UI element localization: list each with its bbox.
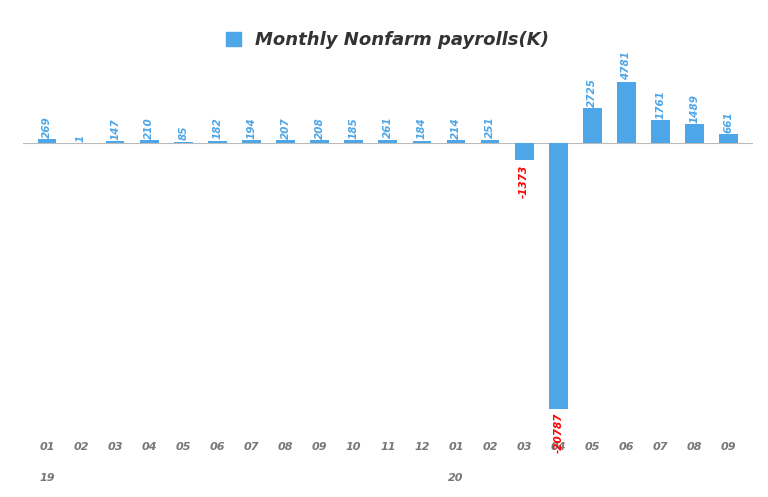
Text: 4781: 4781 <box>621 51 631 81</box>
Bar <box>549 143 568 409</box>
Text: 269: 269 <box>42 116 52 138</box>
Text: 19: 19 <box>39 474 55 484</box>
Text: 185: 185 <box>349 117 359 139</box>
Bar <box>651 120 670 143</box>
Text: 1489: 1489 <box>690 93 700 123</box>
Text: 20: 20 <box>449 474 464 484</box>
Text: 147: 147 <box>110 118 120 140</box>
Bar <box>208 141 227 143</box>
Text: 1761: 1761 <box>656 90 666 119</box>
Bar <box>481 140 499 143</box>
Bar <box>617 82 636 143</box>
Text: 214: 214 <box>451 117 461 139</box>
Text: 2725: 2725 <box>588 78 598 107</box>
Text: 661: 661 <box>723 111 733 133</box>
Bar <box>242 140 261 143</box>
Text: 194: 194 <box>247 117 257 139</box>
Bar <box>685 124 704 143</box>
Legend: Monthly Nonfarm payrolls(K): Monthly Nonfarm payrolls(K) <box>227 31 549 49</box>
Text: -20787: -20787 <box>553 413 563 453</box>
Bar <box>720 134 738 143</box>
Text: 184: 184 <box>417 117 427 139</box>
Text: 1: 1 <box>76 134 86 142</box>
Text: 85: 85 <box>178 126 188 141</box>
Bar <box>447 140 465 143</box>
Bar <box>344 141 363 143</box>
Bar <box>583 108 602 143</box>
Bar <box>379 140 397 143</box>
Text: 207: 207 <box>280 117 290 139</box>
Text: 261: 261 <box>382 116 393 138</box>
Bar <box>140 140 158 143</box>
Text: 182: 182 <box>213 117 223 139</box>
Bar <box>412 141 432 143</box>
Text: 210: 210 <box>144 117 154 139</box>
Bar <box>38 140 56 143</box>
Text: -1373: -1373 <box>519 165 529 197</box>
Bar <box>174 142 193 143</box>
Bar <box>515 143 534 161</box>
Bar <box>310 140 329 143</box>
Bar <box>276 140 295 143</box>
Text: 208: 208 <box>315 117 325 139</box>
Text: 251: 251 <box>485 117 495 138</box>
Bar <box>106 141 124 143</box>
